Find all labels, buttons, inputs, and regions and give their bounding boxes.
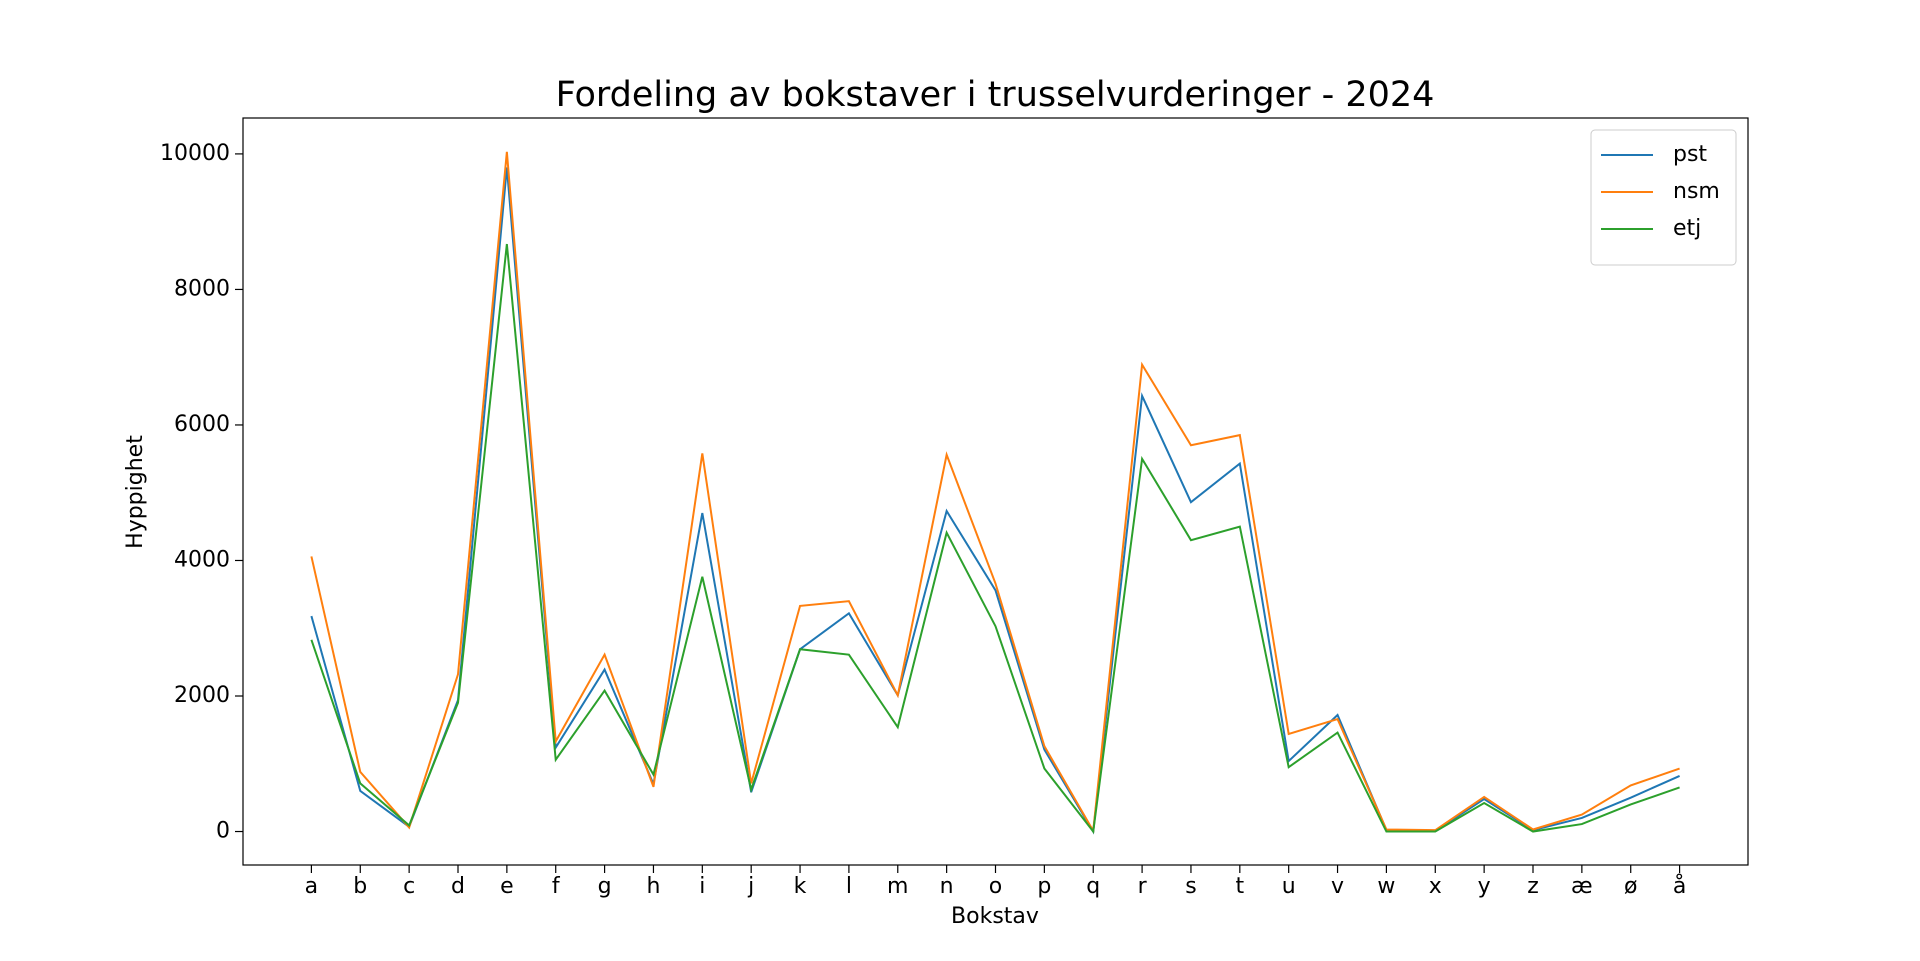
x-tick-label: o [989,874,1002,899]
x-tick-label: c [403,874,415,899]
x-tick-label: w [1377,874,1395,899]
x-tick-label: a [305,874,318,899]
x-tick-label: k [794,874,807,899]
x-tick-label: x [1429,874,1442,899]
y-tick-label: 6000 [174,412,230,437]
x-tick-label: e [500,874,514,899]
x-tick-label: m [887,874,908,899]
line-series [310,243,1680,835]
x-tick-label: t [1235,874,1244,899]
x-tick-label: q [1086,874,1100,899]
x-tick-label: æ [1571,874,1593,899]
x-tick-label: z [1527,874,1539,899]
x-tick-label: ø [1624,874,1637,899]
x-tick-label: l [846,874,852,899]
x-tick-label: p [1037,874,1051,899]
legend-label: nsm [1673,179,1720,204]
plot-frame [242,117,1749,866]
x-tick-label: r [1138,874,1148,899]
x-tick-label: b [353,874,367,899]
legend-label: pst [1673,142,1707,167]
x-tick-label: d [451,874,465,899]
x-tick-label: y [1478,874,1491,899]
x-tick-label: g [598,874,612,899]
legend-box [1590,129,1737,266]
x-tick-label: v [1331,874,1344,899]
x-tick-label: j [747,874,754,899]
x-tick-label: i [699,874,705,899]
x-tick-label: h [646,874,660,899]
x-axis-label: Bokstav [951,904,1039,929]
y-tick-label: 4000 [174,547,230,572]
y-tick-label: 8000 [174,276,230,301]
legend-label: etj [1673,216,1701,241]
y-tick-label: 2000 [174,683,230,708]
line-series [310,151,1680,835]
y-tick-label: 0 [216,819,230,844]
x-tick-label: u [1282,874,1296,899]
x-tick-label: å [1673,873,1686,899]
chart-title: Fordeling av bokstaver i trusselvurderin… [556,75,1435,115]
x-tick-label: f [552,874,561,899]
x-tick-label: n [940,874,954,899]
x-tick-label: s [1185,874,1196,899]
y-axis-label: Hyppighet [123,435,148,549]
y-tick-label: 10000 [160,141,230,166]
